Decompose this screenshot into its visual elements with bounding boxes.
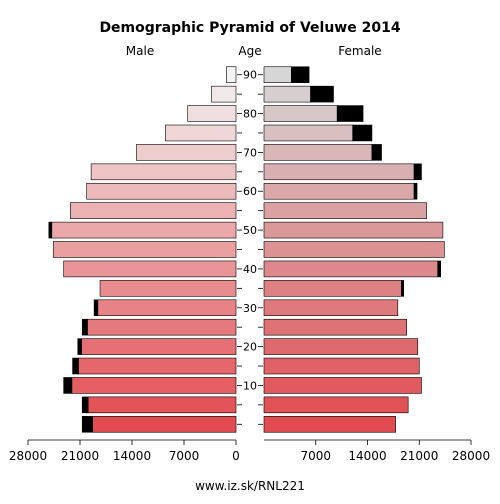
female-bar-15-19 <box>263 357 420 375</box>
female-bar-40-44 <box>263 260 439 278</box>
female-bar-35-39 <box>263 280 402 297</box>
male-bar-70-74 <box>136 144 237 161</box>
female-excess-75-79 <box>352 124 373 142</box>
female-bar-65-69 <box>263 163 415 181</box>
female-bar-30-34 <box>263 299 399 317</box>
x-tick-label: 0 <box>232 449 240 463</box>
male-label: Male <box>126 44 154 58</box>
plot-layer: 10 20 30 40 50 60 70 80 90 28000 21000 14000 7000 0 70… <box>9 66 490 463</box>
male-bar-50-54 <box>51 221 237 239</box>
male-excess-25-29 <box>81 318 88 336</box>
female-bar-5-9 <box>263 396 409 414</box>
age-tick-label: 90 <box>243 69 257 82</box>
x-tick-label: 21000 <box>61 449 99 463</box>
female-bar-55-59 <box>263 202 427 219</box>
male-bar-65-69 <box>90 163 237 181</box>
female-excess-35-39 <box>401 280 405 297</box>
male-excess-10-14 <box>63 377 73 394</box>
female-bar-0-4 <box>263 416 396 433</box>
x-tick-label: 7000 <box>169 449 200 463</box>
x-tick-label: 28000 <box>452 449 490 463</box>
x-tick-label: 21000 <box>400 449 438 463</box>
male-excess-0-4 <box>81 416 93 433</box>
male-bar-35-39 <box>99 280 237 297</box>
x-tick-label: 7000 <box>300 449 331 463</box>
x-tick-label: 14000 <box>113 449 151 463</box>
age-tick-label: 80 <box>243 108 257 121</box>
age-label: Age <box>238 44 261 58</box>
male-excess-15-19 <box>72 357 79 375</box>
male-excess-20-24 <box>77 338 82 355</box>
x-tick-label: 28000 <box>9 449 47 463</box>
female-excess-80-84 <box>336 105 364 122</box>
female-excess-65-69 <box>413 163 422 181</box>
x-tick-label: 14000 <box>348 449 386 463</box>
age-tick-label: 20 <box>243 341 257 354</box>
male-bar-55-59 <box>70 202 237 219</box>
male-bar-60-64 <box>86 182 237 200</box>
male-bar-75-79 <box>165 124 237 142</box>
male-bar-45-49 <box>52 241 237 258</box>
female-excess-60-64 <box>413 182 418 200</box>
female-excess-85-89 <box>310 85 334 103</box>
female-excess-40-44 <box>437 260 441 278</box>
footer-text: www.iz.sk/RNL221 <box>195 479 305 493</box>
female-bar-10-14 <box>263 377 422 394</box>
female-bar-85-89 <box>263 85 311 103</box>
male-bar-40-44 <box>63 260 237 278</box>
male-excess-30-34 <box>93 299 99 317</box>
female-bar-60-64 <box>263 182 415 200</box>
male-excess-50-54 <box>48 221 53 239</box>
male-bar-20-24 <box>81 338 237 355</box>
female-bar-25-29 <box>263 318 407 336</box>
age-tick-label: 40 <box>243 263 257 276</box>
male-bar-80-84 <box>187 105 237 122</box>
female-bar-75-79 <box>263 124 354 142</box>
female-bar-20-24 <box>263 338 419 355</box>
male-bar-10-14 <box>71 377 237 394</box>
age-tick-label: 70 <box>243 146 257 159</box>
male-bar-30-34 <box>97 299 237 317</box>
male-excess-5-9 <box>81 396 89 414</box>
male-bar-0-4 <box>92 416 237 433</box>
male-bar-15-19 <box>78 357 237 375</box>
female-bar-80-84 <box>263 105 338 122</box>
female-bar-50-54 <box>263 221 444 239</box>
age-tick-label: 30 <box>243 302 257 315</box>
age-tick-label: 60 <box>243 185 257 198</box>
female-excess-90+ <box>291 66 310 83</box>
female-bar-90+ <box>263 66 292 83</box>
female-label: Female <box>338 44 381 58</box>
chart-title: Demographic Pyramid of Veluwe 2014 <box>99 20 400 36</box>
age-tick-label: 50 <box>243 224 257 237</box>
female-bar-70-74 <box>263 144 373 161</box>
male-bar-5-9 <box>87 396 237 414</box>
age-tick-label: 10 <box>243 379 257 392</box>
female-bar-45-49 <box>263 241 445 258</box>
male-bar-25-29 <box>87 318 237 336</box>
male-bar-90+ <box>226 66 237 83</box>
female-excess-70-74 <box>371 144 382 161</box>
male-bar-85-89 <box>211 85 237 103</box>
